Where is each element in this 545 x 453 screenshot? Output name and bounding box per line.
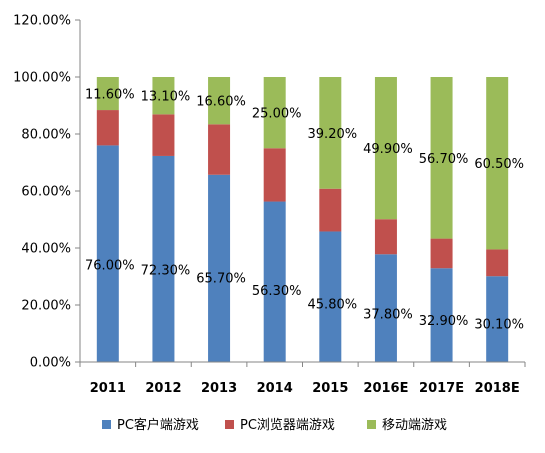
data-label: 25.00% <box>252 107 302 122</box>
bar-segment <box>319 231 342 362</box>
x-tick-label: 2011 <box>90 381 126 396</box>
bar-segment <box>430 238 453 269</box>
data-label: 32.90% <box>419 314 469 329</box>
bar-segment <box>430 77 453 239</box>
bars <box>96 77 509 362</box>
legend-label: 移动端游戏 <box>382 418 447 433</box>
bar-segment <box>319 77 342 189</box>
bar-segment <box>263 77 286 149</box>
bar-segment <box>152 77 175 115</box>
bar-segment <box>152 155 175 362</box>
bar-segment <box>430 268 453 362</box>
data-label: 16.60% <box>196 95 246 110</box>
x-tick-label: 2018E <box>475 381 520 396</box>
data-label: 45.80% <box>308 297 358 312</box>
y-axis: 0.00% 20.00% 40.00% 60.00% 80.00% 100.00% 120.… <box>13 14 81 371</box>
x-tick-label: 2015 <box>312 381 348 396</box>
bar-segment <box>263 148 286 202</box>
legend-item: PC浏览器端游戏 <box>225 417 335 433</box>
bar-segment <box>96 77 119 111</box>
data-label: 56.70% <box>419 152 469 167</box>
legend-swatch <box>102 420 111 429</box>
x-axis: 2011 2012 2013 2014 2015 2016E 2017E 2018E <box>79 361 526 396</box>
bar-segment <box>486 77 509 250</box>
legend-label: PC客户端游戏 <box>117 417 199 433</box>
bar-segment <box>486 249 509 277</box>
data-label: 76.00% <box>85 259 135 274</box>
legend-swatch <box>367 420 376 429</box>
legend-item: PC客户端游戏 <box>102 417 199 433</box>
y-tick-label: 20.00% <box>21 299 71 314</box>
y-tick-label: 60.00% <box>21 185 71 200</box>
bar-segment <box>96 110 119 146</box>
data-label: 30.10% <box>474 317 524 332</box>
bar-segment <box>96 145 119 362</box>
x-tick-label: 2014 <box>257 381 293 396</box>
bar-segment <box>208 174 231 362</box>
legend-label: PC浏览器端游戏 <box>240 417 335 433</box>
legend-item: 移动端游戏 <box>367 418 447 433</box>
bar-segment <box>152 114 175 156</box>
x-tick-label: 2013 <box>201 381 237 396</box>
data-label: 11.60% <box>85 88 135 103</box>
data-labels: 76.00% 11.60% 72.30% 13.10% 65.70% 16.60% 56.3… <box>85 88 524 333</box>
bar-segment <box>374 77 397 220</box>
bar-segment <box>263 201 286 362</box>
y-tick-label: 0.00% <box>30 356 71 371</box>
legend-swatch <box>225 420 234 429</box>
y-tick-label: 100.00% <box>13 71 71 86</box>
x-tick-label: 2012 <box>145 381 181 396</box>
data-label: 65.70% <box>196 272 246 287</box>
legend: PC客户端游戏 PC浏览器端游戏 移动端游戏 <box>102 417 447 433</box>
data-label: 13.10% <box>141 90 191 105</box>
bar-segment <box>374 219 397 255</box>
data-label: 72.30% <box>141 263 191 278</box>
bar-segment <box>486 276 509 362</box>
bar-segment <box>208 124 231 175</box>
x-tick-label: 2017E <box>419 381 464 396</box>
data-label: 37.80% <box>363 308 413 323</box>
data-label: 60.50% <box>474 157 524 172</box>
y-tick-label: 120.00% <box>13 14 71 29</box>
data-label: 39.20% <box>308 127 358 142</box>
data-label: 49.90% <box>363 142 413 157</box>
bar-segment <box>208 77 231 125</box>
bar-segment <box>374 254 397 362</box>
bar-segment <box>319 188 342 232</box>
y-tick-label: 40.00% <box>21 242 71 257</box>
y-tick-label: 80.00% <box>21 128 71 143</box>
data-label: 56.30% <box>252 284 302 299</box>
x-tick-label: 2016E <box>363 381 408 396</box>
